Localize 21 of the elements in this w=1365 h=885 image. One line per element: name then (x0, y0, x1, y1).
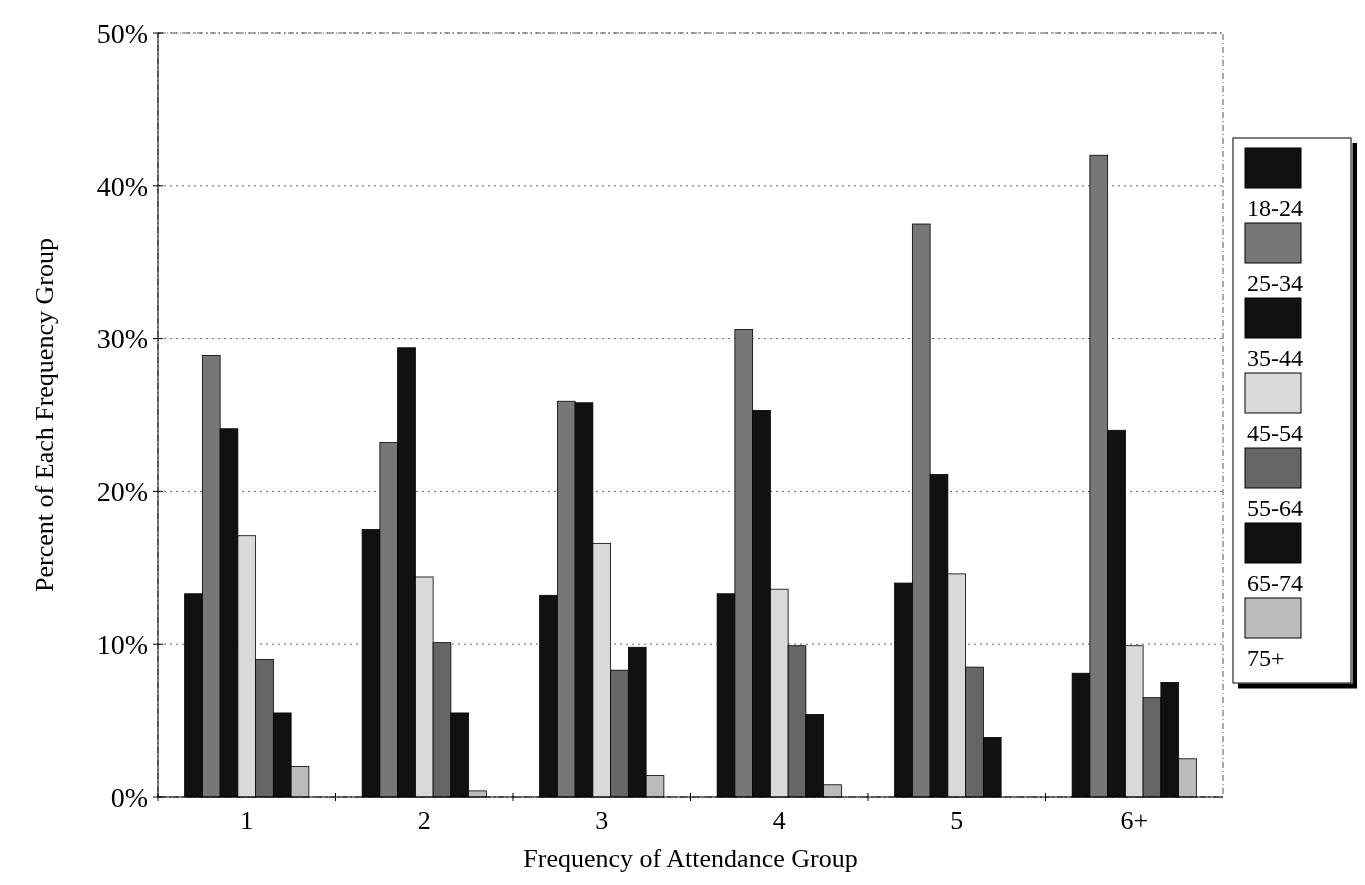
x-tick-label: 1 (240, 806, 254, 835)
legend-label: 25-34 (1247, 270, 1303, 296)
x-tick-label: 6+ (1120, 806, 1149, 835)
legend-label: 55-64 (1247, 495, 1303, 521)
x-tick-label: 2 (417, 806, 431, 835)
x-axis-title: Frequency of Attendance Group (523, 844, 858, 873)
y-tick-label: 10% (96, 629, 148, 660)
legend-label: 35-44 (1247, 345, 1303, 371)
legend-label: 75+ (1247, 645, 1285, 671)
legend-label: 18-24 (1247, 195, 1303, 221)
y-axis-title: Percent of Each Frequency Group (30, 238, 59, 592)
x-tick-label: 3 (595, 806, 609, 835)
legend-label: 65-74 (1247, 570, 1303, 596)
y-tick-label: 20% (96, 476, 148, 508)
y-tick-label: 0% (110, 781, 148, 813)
y-tick-label: 40% (96, 170, 148, 202)
y-tick-label: 50% (96, 17, 148, 49)
x-tick-label: 5 (950, 806, 964, 835)
x-tick-label: 4 (772, 806, 786, 835)
legend-label: 45-54 (1247, 420, 1303, 446)
y-tick-label: 30% (96, 323, 148, 355)
